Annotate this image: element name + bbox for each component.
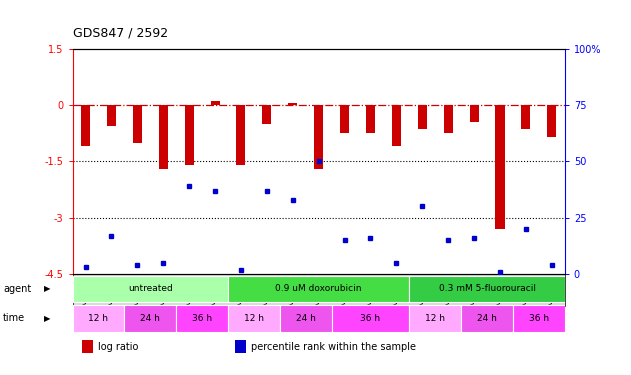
Bar — [340, 105, 349, 133]
Bar — [469, 105, 478, 122]
Text: 0.3 mM 5-fluorouracil: 0.3 mM 5-fluorouracil — [439, 284, 536, 293]
Bar — [444, 105, 452, 133]
Bar — [418, 105, 427, 129]
Bar — [288, 103, 297, 105]
Bar — [107, 105, 116, 126]
Bar — [211, 101, 220, 105]
Text: 24 h: 24 h — [296, 314, 316, 323]
Bar — [235, 340, 246, 353]
Bar — [133, 105, 142, 142]
Bar — [73, 276, 228, 302]
Bar — [461, 305, 513, 332]
Bar — [185, 105, 194, 165]
Text: 24 h: 24 h — [140, 314, 160, 323]
Bar — [176, 305, 228, 332]
Text: 12 h: 12 h — [244, 314, 264, 323]
Bar — [228, 305, 280, 332]
Text: 36 h: 36 h — [360, 314, 380, 323]
Bar — [410, 276, 565, 302]
Text: 12 h: 12 h — [425, 314, 445, 323]
Bar — [262, 105, 271, 124]
Text: 24 h: 24 h — [477, 314, 497, 323]
Bar — [547, 105, 557, 137]
Text: 0.9 uM doxorubicin: 0.9 uM doxorubicin — [275, 284, 362, 293]
Text: GDS847 / 2592: GDS847 / 2592 — [73, 26, 168, 39]
Text: ▶: ▶ — [44, 284, 50, 293]
Bar — [159, 105, 168, 169]
Text: time: time — [3, 314, 25, 324]
Bar — [521, 105, 531, 129]
Bar — [392, 105, 401, 146]
Text: log ratio: log ratio — [98, 342, 139, 352]
Text: ▶: ▶ — [44, 314, 50, 323]
Bar — [73, 305, 124, 332]
Bar — [124, 305, 176, 332]
Text: percentile rank within the sample: percentile rank within the sample — [251, 342, 416, 352]
Bar — [280, 305, 332, 332]
Text: 36 h: 36 h — [529, 314, 549, 323]
Bar — [332, 305, 410, 332]
Bar — [314, 105, 323, 169]
Bar — [83, 340, 93, 353]
Text: 36 h: 36 h — [192, 314, 212, 323]
Bar — [228, 276, 410, 302]
Text: untreated: untreated — [128, 284, 173, 293]
Text: agent: agent — [3, 284, 32, 294]
Bar — [495, 105, 505, 229]
Text: 12 h: 12 h — [88, 314, 109, 323]
Bar — [81, 105, 90, 146]
Bar — [366, 105, 375, 133]
Bar — [410, 305, 461, 332]
Bar — [513, 305, 565, 332]
Bar — [237, 105, 245, 165]
